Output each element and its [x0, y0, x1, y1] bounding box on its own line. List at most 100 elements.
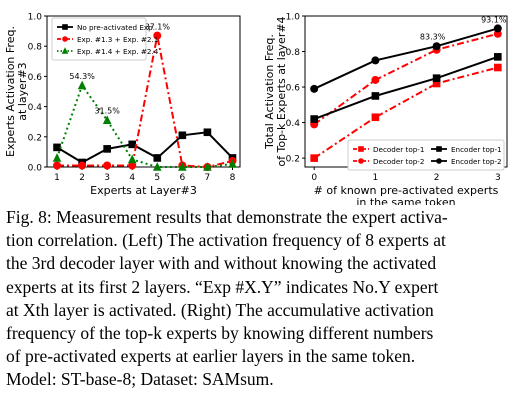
data-point — [53, 161, 62, 170]
data-point — [371, 56, 380, 65]
x-tick-label: 7 — [205, 173, 211, 183]
y-axis-label: of Top-k Experts at layer#4 — [275, 16, 288, 166]
x-tick-label: 4 — [129, 173, 135, 183]
x-axis-label: # of known pre-activated experts — [314, 184, 499, 197]
data-point — [203, 128, 212, 137]
data-point — [128, 140, 137, 149]
data-point — [178, 131, 187, 140]
legend-label: Exp. #1.4 + Exp. #2.4 — [77, 47, 159, 56]
x-tick-label: 1 — [373, 173, 379, 183]
plot-frame — [46, 15, 241, 168]
y-tick-label: 0.4 — [286, 119, 301, 129]
legend-marker — [358, 146, 364, 152]
left-chart: 0.0 0.2 0.4 0.6 0.8 1.0 1 2 3 4 5 6 7 8 Experts at Lay… — [4, 13, 241, 197]
data-point — [152, 162, 162, 171]
legend-marker — [436, 146, 442, 152]
data-label: 93.1% — [481, 15, 507, 24]
caption-line-8: Model: ST-base-8; Dataset: SAMsum. — [6, 369, 274, 390]
legend-label: Encoder top-1 — [451, 145, 502, 154]
legend-label: Decoder top-1 — [373, 145, 424, 154]
series-line — [313, 27, 499, 90]
legend-label: Decoder top-2 — [373, 157, 424, 166]
data-point — [310, 84, 319, 93]
series-line — [56, 83, 233, 168]
data-label: 31.5% — [94, 106, 120, 115]
data-point — [127, 154, 137, 164]
data-point — [371, 113, 380, 122]
series-line — [313, 66, 499, 159]
x-tick-label: 8 — [230, 173, 236, 183]
data-point — [493, 24, 502, 33]
data-point — [77, 80, 87, 90]
data-point — [153, 31, 162, 40]
data-point — [432, 74, 441, 82]
caption-line-4: experts at its first 2 layers. “Exp #X.Y… — [6, 276, 439, 297]
y-tick-label: 0.2 — [286, 155, 300, 165]
x-tick-label: 0 — [311, 173, 317, 183]
x-axis-label: in the same token — [356, 196, 455, 205]
series-line — [57, 35, 233, 169]
data-point — [228, 159, 237, 168]
caption-line-5: at Xth layer is activated. (Right) The a… — [6, 299, 434, 320]
x-tick-label: 6 — [179, 173, 185, 183]
legend-label: Exp. #1.3 + Exp. #2.1 — [77, 35, 158, 44]
data-point — [53, 143, 61, 152]
data-point — [432, 42, 441, 51]
y-tick-label: 0.4 — [28, 103, 43, 113]
legend-marker — [62, 24, 68, 30]
data-point — [78, 161, 87, 170]
data-point — [310, 154, 318, 162]
data-point — [371, 92, 380, 100]
data-label: 87.1% — [145, 23, 171, 32]
data-point — [102, 115, 112, 124]
right-chart: 0.2 0.4 0.6 0.8 1.0 0 1 2 3# of known pre-activa… — [263, 13, 508, 205]
caption-line-1: Fig. 8: Measurement results that demonst… — [6, 207, 448, 227]
data-point — [103, 161, 112, 170]
legend-box — [51, 17, 147, 61]
data-point — [310, 115, 318, 123]
data-point — [178, 162, 187, 171]
caption-line-2: tion correlation. (Left) The activation … — [6, 230, 446, 251]
figure-charts: 0.0 0.2 0.4 0.6 0.8 1.0 1 2 3 4 5 6 7 8 Experts at Lay… — [4, 13, 508, 205]
data-point — [371, 75, 380, 84]
data-label: 83.3% — [420, 33, 446, 42]
y-axis-label: Total Activation Freq. — [263, 34, 276, 150]
caption-line-6: frequency of the top-k experts by knowin… — [6, 323, 434, 344]
series-line — [313, 55, 499, 120]
series-line — [313, 32, 499, 126]
y-axis-label: Experts Activation Freq. — [4, 26, 17, 157]
caption-line-7: of pre-activated experts at earlier laye… — [6, 346, 416, 367]
y-tick-label: 0.8 — [28, 43, 43, 53]
data-point — [52, 153, 62, 162]
legend-box — [347, 139, 505, 171]
legend-marker — [61, 47, 69, 54]
data-point — [103, 145, 111, 153]
caption-line-3: the 3rd decoder layer with and without k… — [6, 253, 437, 274]
data-point — [203, 162, 212, 171]
legend-label: No pre-activated Exp. — [77, 23, 155, 32]
legend-label: Encoder top-2 — [451, 157, 502, 166]
y-tick-label: 1.0 — [28, 13, 43, 23]
x-tick-label: 2 — [79, 173, 85, 183]
x-axis-label: Experts at Layer#3 — [90, 184, 197, 197]
x-tick-label: 3 — [104, 173, 110, 183]
y-tick-label: 0.2 — [28, 133, 42, 143]
x-tick-label: 3 — [495, 173, 501, 183]
x-tick-label: 5 — [154, 173, 160, 183]
x-tick-label: 2 — [434, 173, 440, 183]
legend-marker — [436, 158, 442, 164]
y-tick-label: 0.6 — [286, 84, 301, 94]
series-line — [56, 131, 234, 164]
figure-caption: Fig. 8: Measurement results that demonst… — [6, 206, 518, 392]
data-point — [432, 79, 441, 88]
y-tick-label: 0.8 — [286, 48, 301, 58]
x-tick-label: 1 — [54, 173, 60, 183]
y-tick-label: 0.6 — [28, 73, 43, 83]
y-axis-label: at layer#3 — [16, 62, 29, 120]
legend-marker — [358, 158, 364, 164]
y-tick-label: 1.0 — [286, 13, 301, 23]
data-point — [128, 161, 137, 170]
data-point — [153, 154, 162, 162]
data-point — [494, 53, 502, 61]
legend-marker — [62, 36, 68, 42]
